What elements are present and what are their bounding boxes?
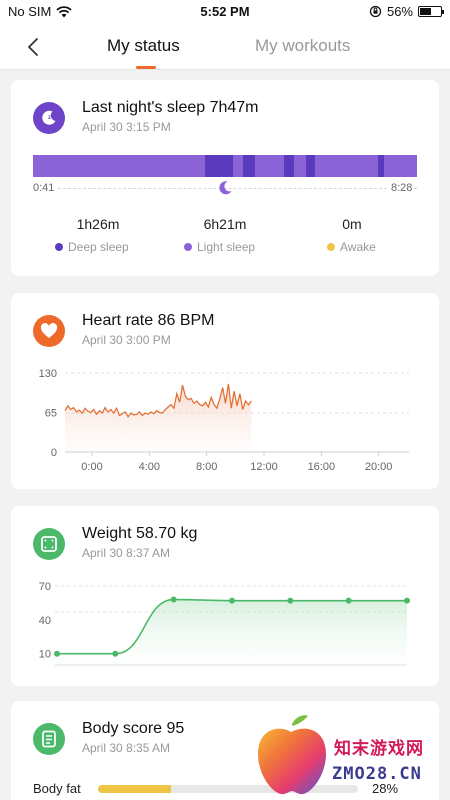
wt-y-tick-label: 40 — [39, 615, 51, 627]
sleep-start-time: 0:41 — [31, 182, 57, 194]
wifi-icon — [56, 5, 72, 17]
sleep-timeline-bar — [33, 155, 417, 177]
sleep-end-time: 8:28 — [389, 182, 415, 194]
weight-data-point — [54, 650, 60, 657]
deep-sleep-value: 1h26m — [76, 216, 120, 232]
weight-data-point — [404, 597, 410, 604]
status-time: 5:52 PM — [200, 4, 250, 19]
carrier-label: No SIM — [8, 4, 52, 19]
awake-dot-icon — [327, 243, 335, 251]
hr-x-tick-label: 20:00 — [365, 461, 393, 473]
body-score-date: April 30 8:35 AM — [82, 741, 171, 755]
body-fat-bar — [98, 785, 358, 793]
hr-x-tick-label: 4:00 — [139, 461, 160, 473]
body-fat-bar-fill — [98, 785, 171, 793]
watermark-text-cn: 知末游戏网 — [334, 739, 424, 758]
heart-rate-date: April 30 3:00 PM — [82, 333, 171, 347]
heart-rate-title: Heart rate 86 BPM — [82, 312, 215, 329]
deep-sleep-segment — [306, 155, 315, 177]
moon-icon — [219, 181, 232, 195]
hr-x-tick-label: 0:00 — [81, 461, 102, 473]
battery-icon — [418, 6, 444, 17]
heart-rate-chart: 130 65 0 0:00 4:00 8:00 12:00 16:00 20:00 — [39, 368, 409, 473]
heart-rate-card[interactable]: Heart rate 86 BPM April 30 3:00 PM 130 65… — [11, 293, 439, 489]
light-sleep-dot-icon — [184, 243, 192, 251]
deep-sleep-segment — [283, 155, 294, 177]
legend-light-sleep: Light sleep — [184, 240, 255, 254]
body-fat-label: Body fat — [33, 781, 81, 796]
hr-y-tick-label: 130 — [39, 368, 57, 380]
watermark-text-domain: ZMO28.CN — [332, 764, 422, 784]
sleep-title: Last night's sleep 7h47m — [82, 99, 259, 116]
watermark: 知末游戏网 ZMO28.CN — [248, 712, 448, 798]
tab-my-status[interactable]: My status — [107, 36, 180, 55]
weight-chart: 70 40 10 — [39, 581, 410, 666]
weight-area — [57, 599, 407, 665]
body-fat-value: 28% — [372, 781, 399, 796]
weight-data-point — [345, 597, 352, 604]
active-tab-indicator — [136, 66, 156, 69]
weight-title: Weight 58.70 kg — [82, 525, 198, 542]
light-sleep-value: 6h21m — [203, 216, 247, 232]
deep-sleep-segment — [377, 155, 384, 177]
svg-text:z: z — [48, 115, 51, 121]
hr-y-tick-label: 0 — [51, 447, 57, 459]
weight-data-point — [229, 597, 235, 604]
watermark-logo-icon — [258, 715, 326, 795]
scale-icon — [33, 528, 65, 560]
body-score-title: Body score 95 — [82, 720, 185, 737]
battery-percent: 56% — [386, 4, 413, 19]
tab-my-workouts[interactable]: My workouts — [255, 36, 351, 55]
weight-data-point — [287, 597, 294, 604]
heart-rate-area — [65, 383, 252, 452]
hr-y-tick-label: 65 — [45, 408, 57, 420]
battery-level — [420, 8, 432, 15]
legend-light-sleep-label: Light sleep — [197, 240, 256, 254]
weight-card[interactable]: Weight 58.70 kg April 30 8:37 AM 70 40 10 — [11, 506, 439, 686]
legend-awake-label: Awake — [340, 240, 376, 254]
weight-data-point — [112, 650, 119, 657]
sleep-date: April 30 3:15 PM — [82, 120, 171, 134]
body-score-card[interactable]: Body score 95 April 30 8:35 AM Body fat … — [11, 701, 439, 800]
sleep-axis — [33, 188, 417, 189]
legend-deep-sleep-label: Deep sleep — [68, 240, 129, 254]
hr-x-tick-label: 16:00 — [308, 461, 336, 473]
sleep-moon-icon: z — [33, 102, 65, 134]
body-score-icon — [33, 723, 65, 755]
status-bar: No SIM 5:52 PM 56% — [0, 0, 450, 24]
hr-x-tick-label: 12:00 — [250, 461, 278, 473]
heart-rate-line — [64, 383, 252, 418]
wt-y-tick-label: 70 — [39, 581, 51, 593]
deep-sleep-segment — [243, 155, 255, 177]
hr-x-tick-label: 8:00 — [196, 461, 217, 473]
deep-sleep-segment — [205, 155, 233, 177]
weight-data-point — [170, 596, 177, 603]
weight-date: April 30 8:37 AM — [82, 546, 171, 560]
heart-icon — [33, 315, 65, 347]
legend-awake: Awake — [327, 240, 376, 254]
awake-value: 0m — [342, 216, 362, 232]
back-arrow-icon[interactable] — [24, 36, 44, 58]
top-nav: My status My workouts — [0, 24, 450, 70]
deep-sleep-dot-icon — [55, 243, 63, 251]
sleep-card[interactable]: z Last night's sleep 7h47m April 30 3:15… — [11, 80, 439, 276]
legend-deep-sleep: Deep sleep — [55, 240, 129, 254]
orientation-lock-icon — [369, 5, 382, 18]
wt-y-tick-label: 10 — [39, 649, 51, 661]
